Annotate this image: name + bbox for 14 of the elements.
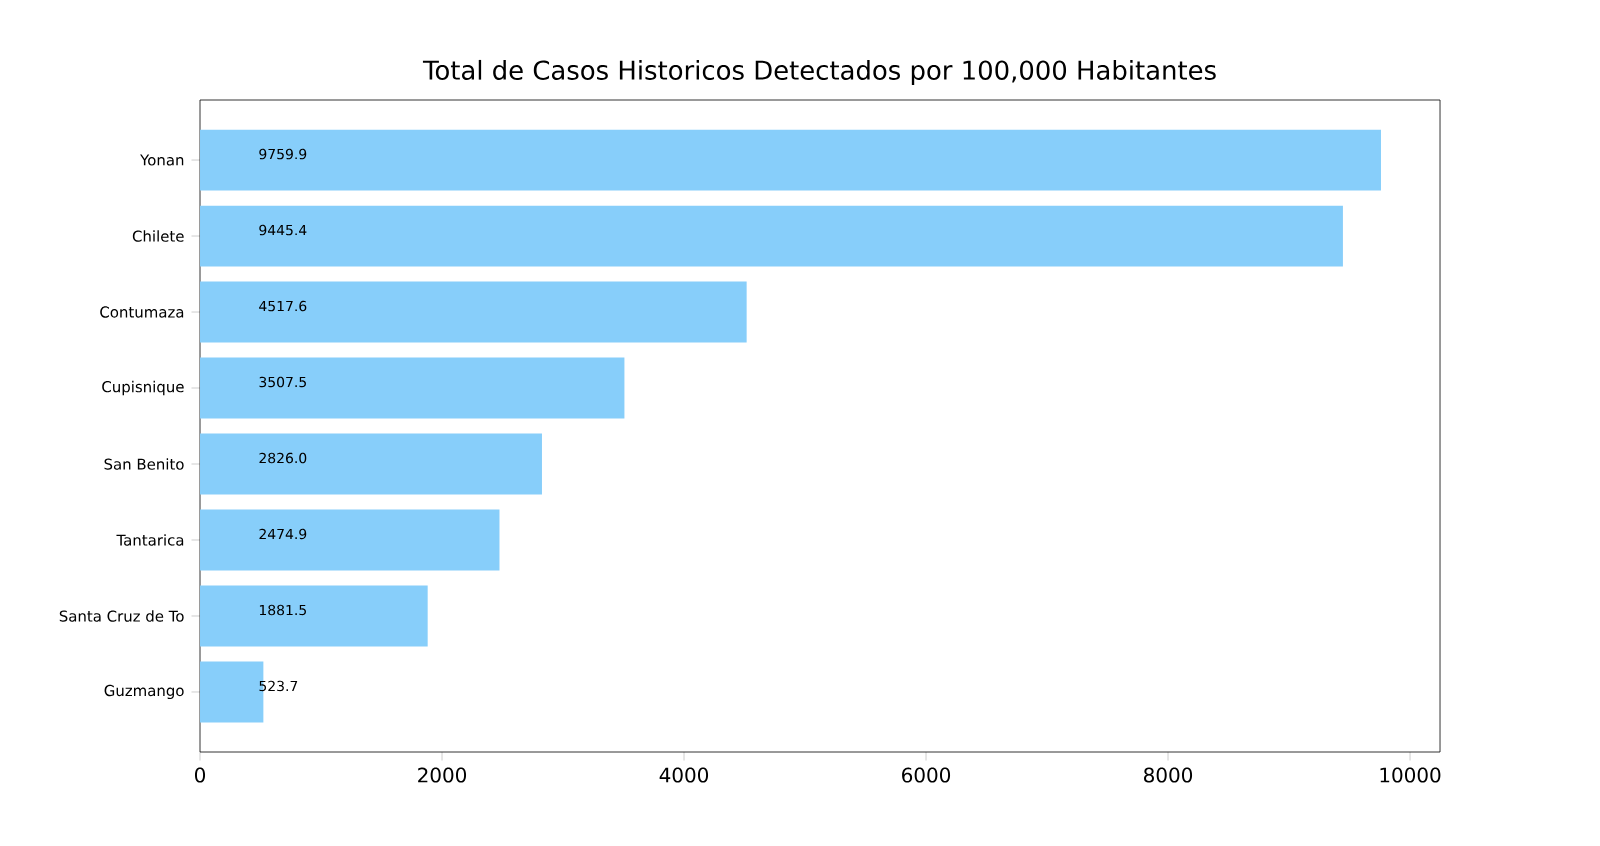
bar <box>200 433 542 495</box>
bar <box>200 129 1381 191</box>
x-tick-label: 2000 <box>418 767 467 783</box>
x-tick-label: 0 <box>194 767 206 783</box>
bar <box>200 509 500 571</box>
bar <box>200 205 1343 267</box>
bar <box>200 281 747 343</box>
chart-title: Total de Casos Historicos Detectados por 100,000 Habitantes <box>422 59 1216 85</box>
x-tick-label: 8000 <box>1144 767 1193 783</box>
bar <box>200 357 625 419</box>
x-tick-label: 10000 <box>1380 767 1441 783</box>
bar <box>200 585 428 647</box>
x-tick-label: 6000 <box>902 767 951 783</box>
x-tick-label: 4000 <box>659 767 709 783</box>
